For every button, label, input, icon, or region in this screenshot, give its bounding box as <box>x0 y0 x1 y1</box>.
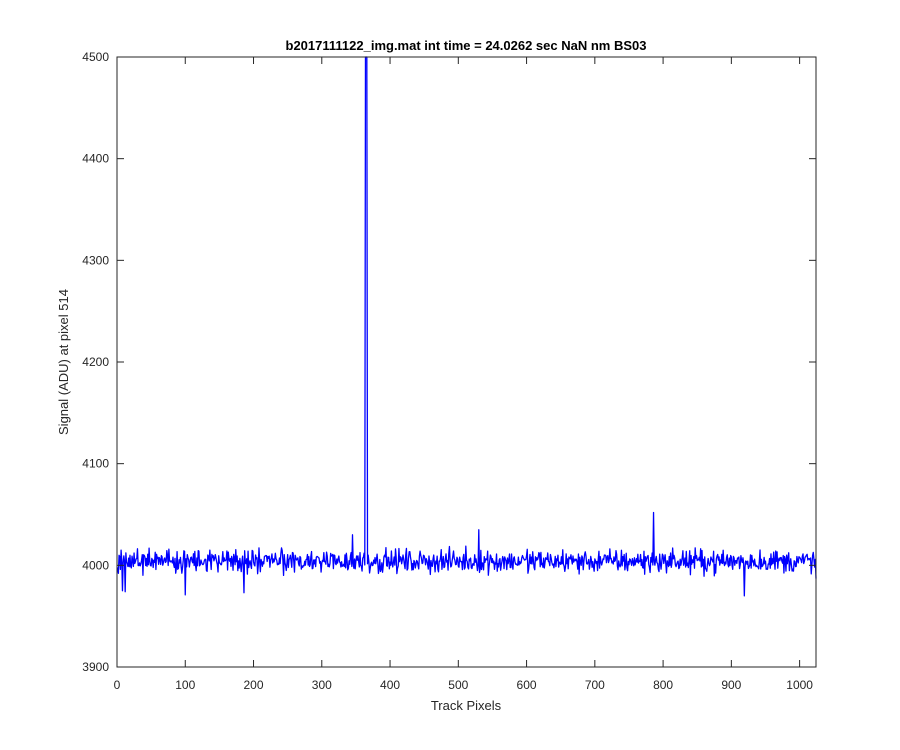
x-tick-label: 500 <box>448 678 468 692</box>
x-tick-label: 400 <box>380 678 400 692</box>
signal-line <box>117 56 817 597</box>
plot-area-background <box>117 57 816 667</box>
x-tick-label: 300 <box>312 678 332 692</box>
chart-title: b2017111122_img.mat int time = 24.0262 s… <box>286 38 647 53</box>
x-tick-label: 900 <box>721 678 741 692</box>
x-axis: 0 100 200 300 400 500 600 700 800 900 1000 <box>114 57 813 692</box>
x-tick-label: 200 <box>244 678 264 692</box>
series-layer <box>117 56 817 597</box>
y-tick-label: 4100 <box>82 457 109 471</box>
y-tick-label: 4200 <box>82 355 109 369</box>
y-tick-label: 4400 <box>82 152 109 166</box>
x-tick-label: 0 <box>114 678 121 692</box>
x-tick-label: 100 <box>175 678 195 692</box>
y-tick-label: 3900 <box>82 660 109 674</box>
y-tick-label: 4300 <box>82 253 109 267</box>
x-tick-label: 600 <box>517 678 537 692</box>
x-tick-label: 1000 <box>786 678 813 692</box>
x-tick-label: 800 <box>653 678 673 692</box>
y-axis: 3900 4000 4100 4200 4300 4400 4500 <box>82 50 816 674</box>
y-tick-label: 4000 <box>82 558 109 572</box>
y-tick-label: 4500 <box>82 50 109 64</box>
x-tick-label: 700 <box>585 678 605 692</box>
y-axis-label: Signal (ADU) at pixel 514 <box>56 289 71 435</box>
x-axis-label: Track Pixels <box>431 698 502 713</box>
